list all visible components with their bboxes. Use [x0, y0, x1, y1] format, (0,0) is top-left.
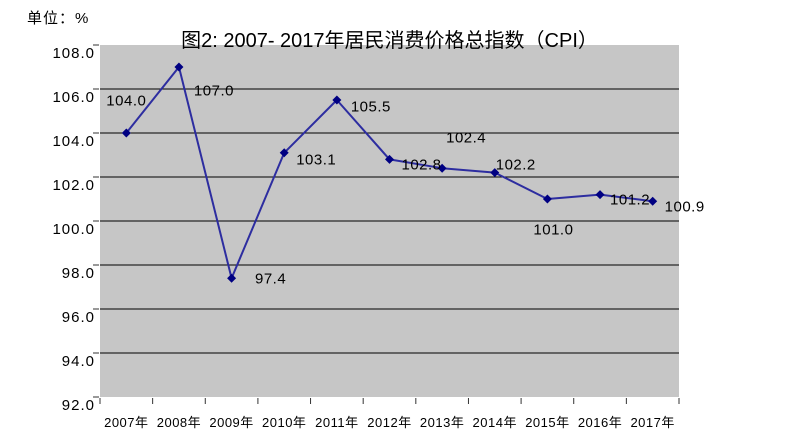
- data-point-marker: [279, 148, 289, 158]
- data-point-label: 107.0: [193, 82, 234, 100]
- y-axis-label: 98.0: [61, 265, 95, 282]
- data-point-label: 97.4: [254, 270, 287, 288]
- x-axis-label: 2017年: [630, 415, 675, 430]
- x-axis-label: 2013年: [419, 415, 465, 430]
- data-point-label: 102.4: [446, 129, 487, 147]
- x-axis-label: 2009年: [209, 415, 254, 430]
- y-axis-label: 100.0: [52, 221, 95, 238]
- x-axis-label: 2015年: [525, 415, 570, 430]
- y-axis-label: 106.0: [52, 89, 95, 106]
- data-point-label: 103.1: [296, 151, 337, 169]
- data-point-marker: [174, 62, 184, 72]
- data-point-marker: [121, 128, 131, 138]
- data-point-marker: [437, 163, 447, 173]
- y-axis-label: 104.0: [52, 133, 95, 150]
- x-axis-label: 2007年: [104, 415, 149, 430]
- data-point-label: 102.2: [495, 156, 536, 174]
- x-axis-label: 2011年: [315, 415, 359, 430]
- x-axis-label: 2014年: [472, 415, 517, 430]
- data-point-marker: [648, 196, 658, 206]
- x-axis-label: 2008年: [156, 415, 202, 430]
- data-point-label: 101.0: [533, 221, 574, 239]
- data-point-label: 105.5: [350, 98, 391, 116]
- data-point-marker: [227, 273, 237, 283]
- data-point-marker: [332, 95, 342, 105]
- y-axis-label: 102.0: [52, 177, 95, 194]
- data-point-label: 102.8: [401, 156, 442, 174]
- data-point-marker: [385, 154, 394, 164]
- data-point-marker: [490, 168, 500, 178]
- y-axis-label: 96.0: [61, 309, 95, 326]
- y-axis-label: 94.0: [61, 353, 95, 370]
- data-point-marker: [595, 190, 605, 200]
- x-axis-label: 2016年: [577, 415, 623, 430]
- data-point-label: 101.2: [610, 191, 651, 209]
- data-point-label: 104.0: [106, 92, 147, 110]
- data-point-label: 100.9: [664, 198, 705, 216]
- unit-label: 单位：%: [27, 10, 90, 27]
- x-axis-label: 2012年: [367, 415, 412, 430]
- chart-title: 图2: 2007- 2017年居民消费价格总指数（CPI）: [181, 30, 598, 52]
- data-point-marker: [542, 194, 552, 204]
- x-axis-label: 2010年: [262, 415, 307, 430]
- y-axis-label: 108.0: [52, 45, 95, 62]
- y-axis-label: 92.0: [61, 397, 95, 414]
